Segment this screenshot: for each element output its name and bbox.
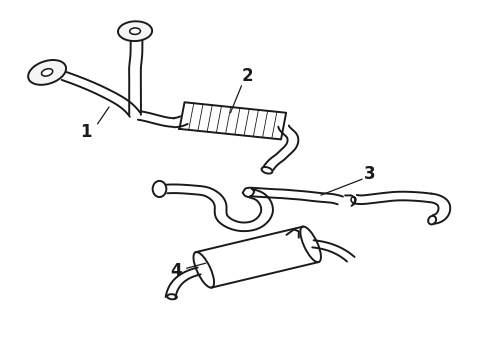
Text: 3: 3	[364, 165, 375, 183]
Ellipse shape	[300, 226, 321, 262]
Ellipse shape	[130, 28, 141, 35]
Ellipse shape	[351, 197, 356, 203]
Ellipse shape	[428, 216, 436, 224]
Ellipse shape	[262, 167, 272, 174]
Text: 2: 2	[242, 67, 253, 85]
Text: 4: 4	[170, 262, 181, 280]
Ellipse shape	[153, 181, 166, 197]
Text: 1: 1	[80, 123, 92, 141]
Ellipse shape	[28, 60, 66, 85]
Ellipse shape	[118, 21, 152, 41]
Ellipse shape	[42, 69, 53, 76]
Ellipse shape	[194, 252, 214, 288]
Ellipse shape	[167, 294, 177, 299]
